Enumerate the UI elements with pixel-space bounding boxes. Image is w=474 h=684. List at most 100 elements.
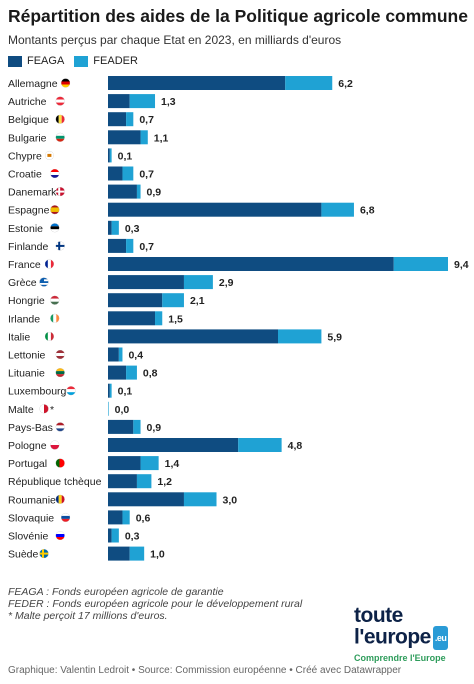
data-label: 1,4 [165,458,180,470]
bar-feaga [108,148,110,163]
flag-cy-icon [44,150,54,160]
category-label: Belgique [8,114,49,126]
bar-feader [122,510,130,525]
data-label: 0,6 [136,512,151,524]
bar-feaga [108,510,123,525]
bar-feader [278,329,322,344]
data-label: 1,3 [161,96,176,108]
category-label: Luxembourg [8,386,67,398]
bar-feader [155,311,163,326]
category-label: Grèce [8,277,37,289]
footnote-feader: FEDER : Fonds européen agricole pour le … [8,598,303,610]
data-label: 0,3 [125,223,140,235]
bar-feader [126,365,137,380]
bar-feader [140,130,148,145]
bar-feader [183,275,213,290]
data-label: 1,5 [168,313,183,325]
category-label: Bulgarie [8,132,47,144]
bar-feader [321,202,354,217]
category-label: Espagne [8,205,50,217]
bar-feader [238,438,282,452]
bar-feaga [108,275,184,290]
legend-item-feaga: FEAGA [8,55,64,67]
bar-feaga [108,220,112,235]
footnote-feaga: FEAGA : Fonds européen agricole de garan… [8,586,224,598]
bar-feaga [108,492,184,507]
logo-badge: .eu [432,626,449,650]
toute-leurope-logo[interactable]: toute l'europe .eu Comprendre l'Europe [354,604,466,663]
bar-feader [109,148,112,163]
flag-dk-icon [55,187,65,197]
data-label: 0,8 [143,368,158,380]
bar-feader [111,220,119,235]
bar-chart: Allemagne 6,2 Autriche 1,3 Belgique 0,7 Bulgar… [8,76,469,561]
flag-si-icon [55,531,65,540]
category-label: Chypre [8,150,42,162]
bar-feaga [108,76,286,90]
flag-bg-icon [55,132,65,142]
bar-feader [183,492,217,507]
bar-feader [126,112,134,127]
category-label: Malte [8,404,34,416]
chart-title: Répartition des aides de la Politique ag… [8,6,468,27]
data-label: 0,3 [125,531,140,543]
category-label: Portugal [8,458,47,470]
data-label: 0,1 [118,150,133,162]
bar-feaga [108,238,127,253]
bar-feaga [108,419,134,434]
data-label: 0,1 [118,386,133,398]
category-label: France [8,259,41,271]
category-label: Roumanie [8,494,56,506]
flag-ro-icon [55,494,65,504]
category-label: Pays-Bas [8,422,53,434]
flag-mt-icon [39,404,49,414]
logo-line2: l'europe .eu [354,626,466,650]
data-label: 0,4 [128,350,143,362]
category-label: Suède [8,549,39,561]
flag-sk-icon [61,512,71,522]
legend: FEAGA FEADER [8,55,148,67]
bar-feaga [108,293,163,308]
footnote-malta: * Malte perçoit 17 millions d'euros. [8,610,168,622]
bar-feaga [108,383,110,398]
data-label: 5,9 [327,331,342,343]
flag-at-icon [55,96,65,106]
data-label: 1,2 [157,476,172,488]
bar-feader [393,257,448,271]
legend-swatch-feader [74,55,89,67]
flag-ie-icon [50,313,60,323]
data-label: 2,1 [190,295,205,307]
data-label: 3,0 [223,494,238,506]
bar-feaga [108,474,137,489]
bar-feaga [108,456,141,471]
flag-lu-icon [66,386,76,396]
bar-feaga [108,112,127,127]
category-label: Slovaquie [8,512,54,524]
flag-hu-icon [50,295,60,305]
bar-feader [122,166,134,181]
category-label: Finlande [8,241,48,253]
logo-line1: toute [354,604,403,627]
bar-feader [136,474,152,489]
bar-feader [133,419,141,434]
flag-es-icon [50,205,60,215]
bar-feader [140,456,159,471]
category-label: Croatie [8,169,42,181]
legend-label-feaga: FEAGA [27,55,65,67]
bar-feaga [108,184,137,199]
bar-feader [129,94,156,109]
category-label: Allemagne [8,78,58,90]
flag-hr-icon [50,169,60,178]
flag-ee-icon [50,223,60,233]
data-label: 0,9 [147,422,162,434]
data-label: 0,9 [147,187,162,199]
data-label: 6,2 [338,78,353,90]
data-label: 9,4 [454,259,469,271]
flag-be-icon [55,114,65,124]
chart-title-text: Répartition des aides de la Politique ag… [8,6,468,26]
data-label: 1,0 [150,549,165,561]
logo-tagline: Comprendre l'Europe [354,653,446,663]
bar-feader [118,347,123,362]
data-label: 6,8 [360,205,375,217]
flag-se-icon [39,549,49,559]
